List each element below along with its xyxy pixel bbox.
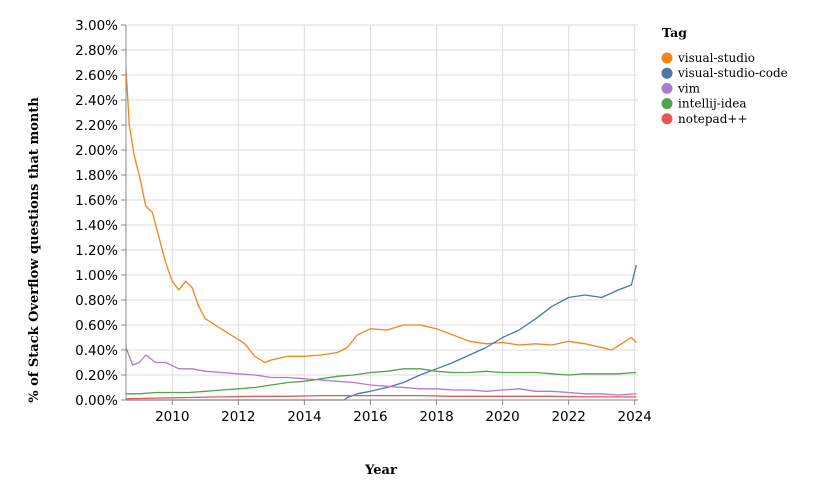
legend-label-notepad-: notepad++ (678, 112, 748, 126)
legend-swatch-visual-studio-code (661, 67, 673, 79)
legend-label-intellij-idea: intellij-idea (678, 97, 747, 111)
y-tick-label: 1.40% (75, 218, 118, 234)
legend-label-visual-studio-code: visual-studio-code (677, 66, 788, 80)
legend-swatch-visual-studio (661, 52, 673, 64)
x-tick-label: 2010 (155, 409, 189, 425)
y-tick-label: 3.00% (75, 18, 118, 34)
y-tick-label: 2.00% (75, 143, 118, 159)
x-axis-title: Year (364, 463, 397, 478)
y-tick-label: 1.80% (75, 168, 118, 184)
legend-swatch-vim (661, 82, 673, 94)
x-tick-label: 2012 (221, 409, 255, 425)
legend-swatch-intellij-idea (661, 98, 673, 110)
series-line-vim (125, 347, 637, 396)
x-tick-label: 2024 (618, 409, 652, 425)
legend-label-vim: vim (677, 81, 701, 95)
x-tick-label: 2016 (353, 409, 387, 425)
y-tick-label: 2.60% (75, 68, 118, 84)
y-tick-label: 2.80% (75, 43, 118, 59)
y-tick-label: 0.20% (75, 368, 118, 384)
series-line-visual-studio (125, 68, 637, 364)
series-line-intellij-idea (126, 368, 637, 395)
y-tick-label: 2.40% (75, 93, 118, 109)
grid-layer (126, 24, 638, 401)
x-tick-label: 2014 (287, 409, 321, 425)
x-tick-label: 2020 (485, 409, 519, 425)
legend-label-visual-studio: visual-studio (677, 51, 755, 65)
x-tick-label: 2018 (419, 409, 453, 425)
y-tick-label: 0.00% (75, 393, 118, 409)
x-tick-label: 2022 (551, 409, 585, 425)
series-line-visual-studio-code (126, 264, 637, 401)
series-layer (125, 68, 637, 401)
y-tick-label: 0.40% (75, 343, 118, 359)
y-tick-label: 0.80% (75, 293, 118, 309)
axes-layer: 0.00% 0.20% 0.40% 0.60% 0.80% 1.00% 1.20% 1.40%… (75, 18, 652, 425)
legend-swatch-notepad- (661, 113, 673, 125)
y-tick-label: 1.20% (75, 243, 118, 259)
y-tick-label: 1.00% (75, 268, 118, 284)
legend-title: Tag (662, 25, 687, 40)
y-tick-label: 1.60% (75, 193, 118, 209)
y-axis-title: % of Stack Overflow questions that month (27, 97, 42, 403)
y-tick-label: 0.60% (75, 318, 118, 334)
series-line-notepad- (125, 394, 637, 400)
y-tick-label: 2.20% (75, 118, 118, 134)
